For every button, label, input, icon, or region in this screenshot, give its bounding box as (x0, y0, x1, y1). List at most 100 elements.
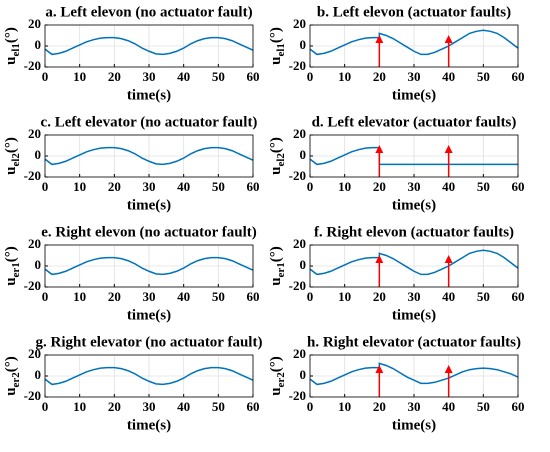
x-tick-label: 0 (307, 69, 314, 84)
x-tick-label: 50 (477, 289, 490, 304)
x-tick-label: 10 (338, 399, 351, 414)
data-line (309, 29, 519, 56)
x-tick-label: 20 (108, 179, 121, 194)
subplot-title: g. Right elevator (no actuator fault) (36, 334, 263, 350)
fault-arrow (444, 35, 453, 67)
fault-arrow (444, 255, 453, 287)
fault-arrow (375, 365, 384, 397)
y-tick-label: 20 (293, 16, 306, 31)
y-axis-label-unit: (°) (3, 246, 19, 262)
y-axis-label-sub: er2 (275, 372, 287, 388)
fault-arrow-head (375, 35, 384, 43)
y-tick-label: 20 (28, 126, 41, 141)
x-tick-label: 50 (477, 399, 490, 414)
data-line (44, 256, 254, 276)
fault-arrow (444, 365, 453, 397)
x-tick-label: 50 (212, 289, 225, 304)
y-tick-label: 20 (28, 236, 41, 251)
subplot-title: e. Right elevon (no actuator fault) (41, 224, 257, 240)
axes-box (309, 244, 519, 288)
data-line (309, 249, 519, 276)
y-tick-label: 20 (293, 346, 306, 361)
x-tick-label: 20 (108, 69, 121, 84)
y-tick-label: 20 (293, 126, 306, 141)
y-axis-label-main: u (268, 387, 284, 395)
x-tick-label: 40 (177, 69, 190, 84)
x-tick-label: 20 (373, 399, 386, 414)
x-tick-label: 30 (143, 179, 156, 194)
x-tick-label: 10 (338, 69, 351, 84)
x-tick-label: 20 (108, 289, 121, 304)
y-axis-label-main: u (3, 57, 19, 65)
fault-arrow-head (444, 255, 453, 263)
y-tick-label: 0 (300, 147, 307, 162)
fault-arrow (375, 145, 384, 177)
x-tick-label: 10 (338, 289, 351, 304)
y-axis-label-main: u (3, 277, 19, 285)
y-axis-label-sub: el2 (275, 153, 287, 167)
y-tick-label: 0 (35, 257, 42, 272)
y-tick-label: 0 (35, 37, 42, 52)
x-axis-label: time(s) (392, 197, 436, 213)
x-axis-label: time(s) (392, 87, 436, 103)
x-tick-label: 40 (177, 399, 190, 414)
axes-box (44, 244, 254, 288)
y-tick-label: -20 (289, 388, 306, 403)
y-axis-label-unit: (°) (268, 137, 284, 153)
x-tick-label: 20 (373, 69, 386, 84)
x-tick-label: 0 (42, 69, 49, 84)
y-axis-label-main: u (3, 387, 19, 395)
fault-arrow (444, 145, 453, 177)
x-tick-label: 10 (73, 179, 86, 194)
y-axis-label-unit: (°) (3, 137, 19, 153)
x-tick-label: 0 (42, 289, 49, 304)
x-tick-label: 60 (247, 69, 260, 84)
x-tick-label: 10 (73, 69, 86, 84)
x-tick-label: 60 (247, 289, 260, 304)
y-axis-label-main: u (268, 57, 284, 65)
y-axis-label: uel2(°) (268, 137, 286, 175)
x-tick-label: 60 (512, 179, 525, 194)
x-tick-label: 60 (512, 289, 525, 304)
x-axis-label: time(s) (127, 307, 171, 323)
x-tick-label: 10 (338, 179, 351, 194)
y-tick-label: 20 (28, 346, 41, 361)
x-axis-label: time(s) (127, 417, 171, 433)
data-line (309, 362, 519, 386)
subplot-title: c. Left elevator (no actuator fault) (41, 114, 258, 130)
data-line (44, 146, 254, 166)
y-tick-label: -20 (289, 58, 306, 73)
x-tick-label: 30 (408, 69, 421, 84)
y-tick-label: 0 (35, 367, 42, 382)
x-axis-label: time(s) (392, 417, 436, 433)
fault-arrow-head (375, 145, 384, 153)
y-axis-label-sub: el1 (275, 43, 287, 56)
y-axis-label-sub: er2 (10, 372, 22, 388)
fault-arrow (375, 255, 384, 287)
x-tick-label: 0 (307, 179, 314, 194)
y-axis-label-main: u (3, 167, 19, 175)
fault-arrow (375, 35, 384, 67)
x-axis-label: time(s) (127, 87, 171, 103)
subplot-title: h. Right elevator (actuator faults) (307, 334, 521, 350)
fault-arrow-head (444, 145, 453, 153)
y-axis-label-unit: (°) (268, 356, 284, 372)
x-tick-label: 30 (143, 69, 156, 84)
y-axis-label: uer1(°) (3, 246, 21, 286)
x-tick-label: 30 (408, 179, 421, 194)
x-tick-label: 0 (307, 289, 314, 304)
axes-box (309, 354, 519, 398)
y-tick-label: 0 (300, 257, 307, 272)
x-tick-label: 60 (247, 399, 260, 414)
x-tick-label: 20 (108, 399, 121, 414)
y-tick-label: 20 (293, 236, 306, 251)
data-line (44, 36, 254, 56)
y-tick-label: 0 (35, 147, 42, 162)
axes-box (44, 24, 254, 68)
x-tick-label: 30 (143, 399, 156, 414)
data-line (44, 366, 254, 386)
y-tick-label: -20 (24, 168, 41, 183)
x-tick-label: 50 (212, 69, 225, 84)
x-tick-label: 10 (73, 399, 86, 414)
